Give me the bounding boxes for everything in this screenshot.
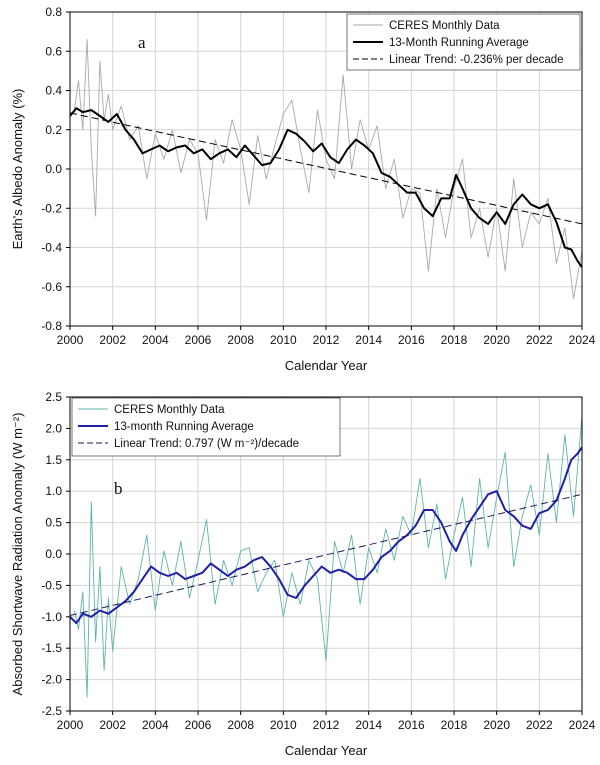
series-line-0	[73, 415, 582, 698]
series-group	[70, 39, 582, 299]
y-tick-label: 0.8	[45, 5, 62, 19]
legend-label: 13-month Running Average	[114, 421, 254, 433]
x-tick-label: 2012	[313, 718, 340, 732]
y-tick-label: -1.5	[41, 641, 62, 655]
y-tick-label: -0.5	[41, 578, 62, 592]
x-tick-label: 2020	[483, 718, 510, 732]
y-tick-label: -2.5	[41, 704, 62, 718]
legend-box	[71, 397, 341, 457]
x-tick-label: 2008	[227, 718, 254, 732]
x-tick-label: 2004	[142, 333, 169, 347]
x-tick-label: 2002	[99, 718, 126, 732]
legend-label: CERES Monthly Data	[114, 404, 225, 416]
x-tick-label: 2024	[569, 333, 596, 347]
x-tick-label: 2010	[270, 718, 297, 732]
y-tick-label: 0.2	[45, 123, 62, 137]
y-tick-label: 0.5	[45, 516, 62, 530]
x-tick-label: 2002	[99, 333, 126, 347]
series-line-0	[73, 39, 582, 299]
y-tick-label: -0.8	[41, 319, 62, 333]
y-tick-label: -2.0	[41, 673, 62, 687]
x-tick-label: 2000	[57, 333, 84, 347]
x-tick-label: 2016	[398, 718, 425, 732]
series-group	[70, 415, 582, 698]
x-tick-label: 2006	[185, 718, 212, 732]
y-tick-label: 0.4	[45, 84, 62, 98]
series-line-1	[70, 446, 582, 625]
chart-panel-a: 2000 2002 2004 2006 2008 2010 2012 2014 2016 2018…	[10, 5, 596, 373]
x-tick-label: 2018	[441, 718, 468, 732]
x-tick-label: 2020	[483, 333, 510, 347]
panel-label: b	[114, 479, 123, 498]
legend-label: Linear Trend: -0.236% per decade	[389, 54, 564, 66]
y-tick-label: -0.6	[41, 280, 62, 294]
x-tick-label: 2014	[355, 333, 382, 347]
x-tick-label: 2024	[569, 718, 596, 732]
x-tick-label: 2012	[313, 333, 340, 347]
x-axis-label: Calendar Year	[285, 743, 368, 758]
series-line-1	[70, 107, 582, 268]
x-tick-label: 2022	[526, 718, 553, 732]
y-tick-label: 2.0	[45, 421, 62, 435]
legend-label: 13-Month Running Average	[389, 37, 529, 49]
y-tick-label: -0.2	[41, 201, 62, 215]
y-tick-label: 1.5	[45, 453, 62, 467]
y-tick-label: 0.0	[45, 162, 62, 176]
y-tick-label: 2.5	[45, 390, 62, 404]
x-axis-label: Calendar Year	[285, 358, 368, 373]
x-tick-label: 2006	[185, 333, 212, 347]
x-tick-label: 2008	[227, 333, 254, 347]
y-tick-label: -1.0	[41, 610, 62, 624]
panel-label: a	[138, 33, 146, 52]
x-tick-label: 2010	[270, 333, 297, 347]
legend-label: CERES Monthly Data	[389, 20, 500, 32]
legend-label: Linear Trend: 0.797 (W m⁻²)/decade	[114, 438, 299, 450]
y-tick-label: -0.4	[41, 241, 62, 255]
y-tick-label: 0.6	[45, 44, 62, 58]
x-tick-label: 2014	[355, 718, 382, 732]
x-tick-label: 2018	[441, 333, 468, 347]
y-tick-label: 1.0	[45, 484, 62, 498]
y-axis-label: Earth's Albedo Anomaly (%)	[10, 89, 25, 250]
x-tick-label: 2022	[526, 333, 553, 347]
x-tick-label: 2004	[142, 718, 169, 732]
legend-box	[346, 13, 581, 71]
x-tick-label: 2016	[398, 333, 425, 347]
x-tick-label: 2000	[57, 718, 84, 732]
y-tick-label: 0.0	[45, 547, 62, 561]
chart-panel-b: 2000 2002 2004 2006 2008 2010 2012 2014 2016 2018…	[10, 390, 596, 758]
y-axis-label: Absorbed Shortwave Radiation Anomaly (W …	[10, 413, 25, 696]
